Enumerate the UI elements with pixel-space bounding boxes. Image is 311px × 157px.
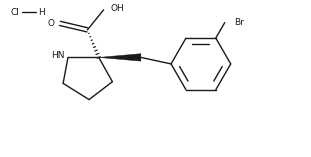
Text: Br: Br — [234, 18, 244, 27]
Polygon shape — [99, 54, 141, 61]
Text: O: O — [47, 19, 54, 28]
Text: Cl: Cl — [11, 8, 20, 16]
Text: H: H — [38, 8, 44, 16]
Text: OH: OH — [111, 4, 124, 13]
Text: HN: HN — [51, 51, 64, 60]
